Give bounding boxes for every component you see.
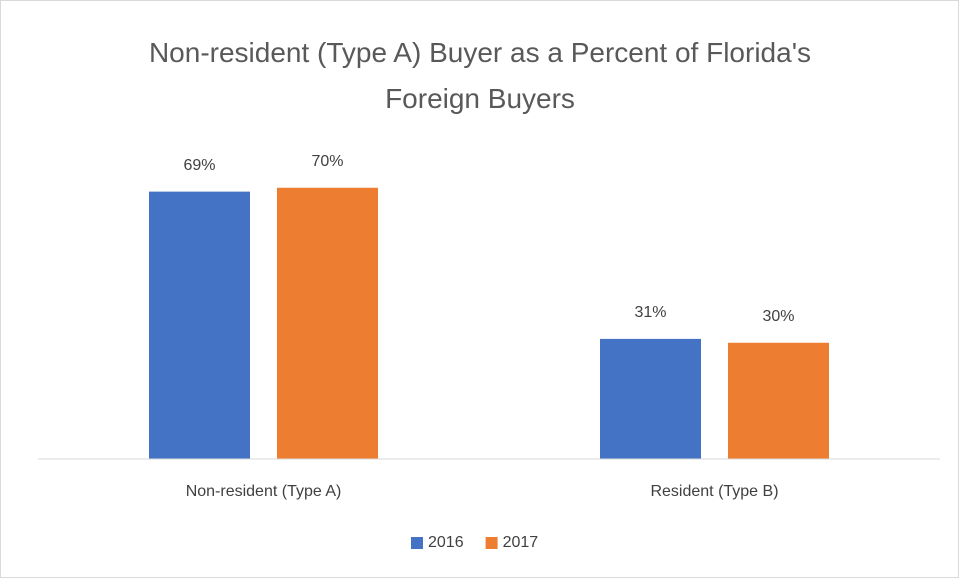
bar [277, 187, 378, 459]
data-label: 30% [762, 308, 794, 325]
x-tick-label: Non-resident (Type A) [186, 483, 342, 500]
chart-title: Non-resident (Type A) Buyer as a Percent… [148, 37, 812, 114]
legend-swatch [485, 537, 498, 549]
data-label: 69% [183, 157, 215, 174]
data-label: 70% [311, 153, 343, 170]
legend-label: 2017 [503, 534, 539, 551]
bar [600, 338, 701, 459]
legend-swatch [411, 537, 423, 549]
x-tick-label: Resident (Type B) [650, 483, 778, 500]
bar [149, 191, 250, 459]
legend-label: 2016 [428, 534, 464, 551]
data-label: 31% [634, 304, 666, 321]
bar [728, 342, 829, 459]
